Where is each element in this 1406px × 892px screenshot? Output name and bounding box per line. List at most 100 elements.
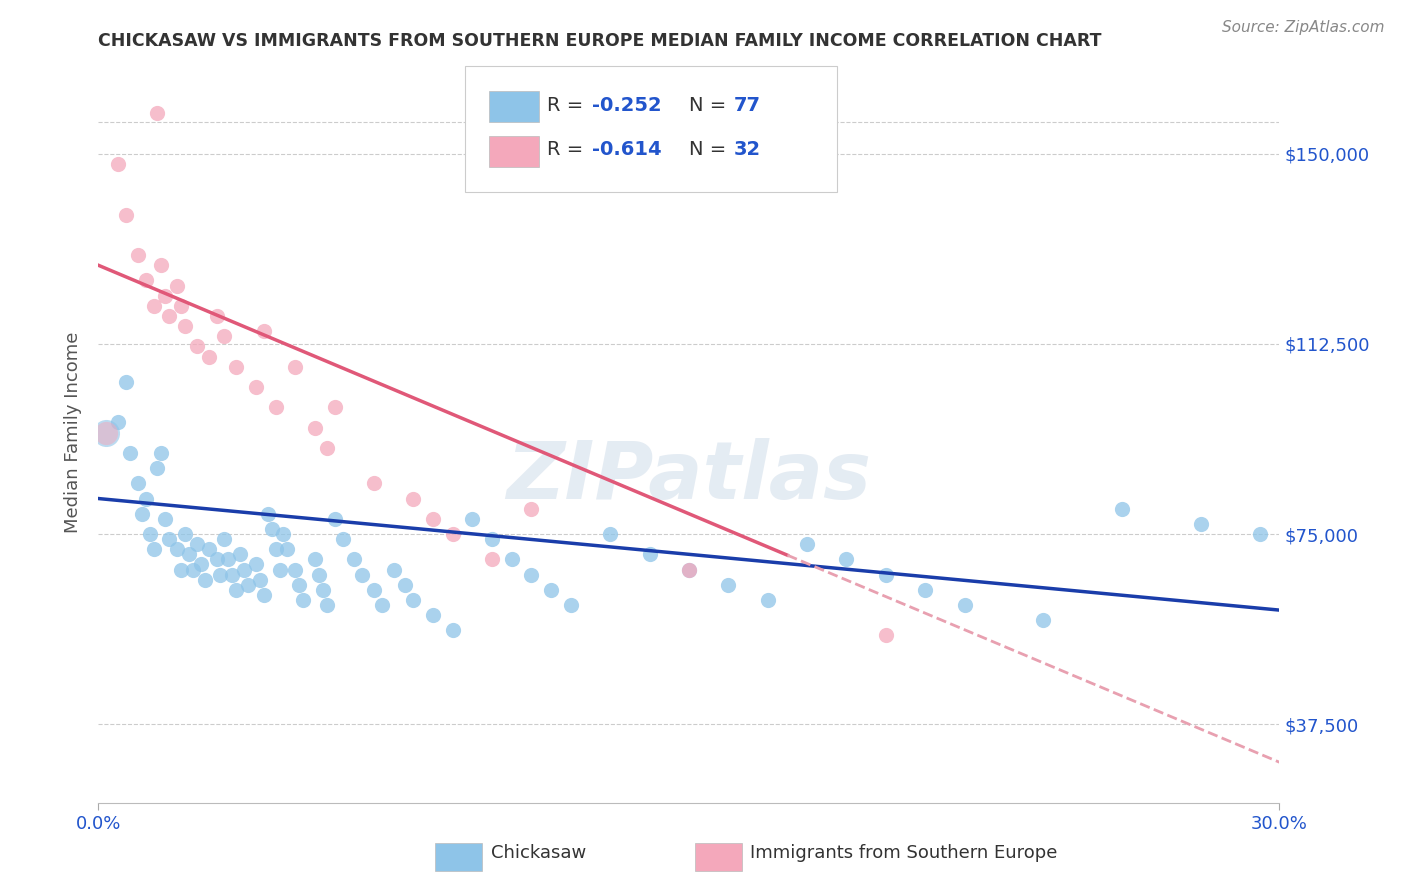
Text: Source: ZipAtlas.com: Source: ZipAtlas.com (1222, 20, 1385, 35)
Y-axis label: Median Family Income: Median Family Income (65, 332, 83, 533)
Point (157, 309, 180, 323)
Point (352, 567, 374, 582)
Point (150, 258, 173, 272)
Point (520, 567, 543, 582)
Point (115, 208, 138, 222)
Point (170, 562, 193, 576)
Point (155, 289, 177, 303)
Point (273, 527, 295, 541)
FancyBboxPatch shape (489, 91, 538, 122)
Point (678, 562, 700, 576)
Text: Immigrants from Southern Europe: Immigrants from Southern Europe (751, 844, 1057, 863)
Point (127, 248, 149, 262)
Text: R =: R = (547, 140, 589, 160)
Point (225, 359, 247, 374)
Point (835, 552, 858, 566)
Point (402, 491, 425, 506)
Point (276, 542, 298, 557)
Point (190, 558, 212, 572)
Point (138, 527, 160, 541)
Point (520, 501, 543, 516)
Point (312, 582, 335, 597)
Point (678, 562, 700, 576)
Point (599, 527, 621, 541)
Point (155, 512, 177, 526)
Point (146, 106, 169, 120)
Point (323, 401, 346, 415)
Point (343, 552, 366, 566)
Point (422, 512, 444, 526)
Point (142, 299, 165, 313)
Point (107, 416, 129, 430)
FancyBboxPatch shape (695, 843, 742, 871)
FancyBboxPatch shape (434, 843, 482, 871)
Point (363, 582, 385, 597)
Point (214, 329, 236, 343)
Point (229, 547, 252, 561)
Point (756, 593, 779, 607)
Text: -0.252: -0.252 (592, 95, 662, 115)
Point (174, 319, 197, 334)
Point (1249, 527, 1271, 541)
Text: 32: 32 (734, 140, 761, 160)
Point (205, 309, 228, 323)
Point (157, 532, 180, 546)
Text: Chickasaw: Chickasaw (491, 844, 586, 863)
Point (638, 547, 661, 561)
Point (796, 537, 818, 551)
Point (245, 380, 267, 394)
Point (284, 359, 307, 374)
Point (236, 578, 259, 592)
Point (245, 558, 267, 572)
Point (166, 278, 188, 293)
Point (1189, 516, 1212, 531)
Point (461, 512, 484, 526)
Point (186, 339, 208, 353)
Point (717, 578, 740, 592)
Point (197, 350, 219, 364)
Point (308, 567, 330, 582)
Point (253, 324, 276, 338)
Point (181, 562, 204, 576)
Point (264, 401, 287, 415)
Point (253, 588, 276, 602)
Point (209, 567, 232, 582)
Point (481, 552, 503, 566)
Point (875, 628, 897, 642)
Point (1032, 613, 1054, 627)
Point (225, 582, 247, 597)
Text: N =: N = (689, 140, 733, 160)
FancyBboxPatch shape (489, 136, 538, 167)
Point (131, 507, 153, 521)
Point (166, 542, 188, 557)
Point (284, 562, 307, 576)
Point (194, 573, 217, 587)
Point (146, 461, 169, 475)
Point (481, 532, 503, 546)
Text: 77: 77 (734, 95, 761, 115)
Point (221, 567, 243, 582)
Point (127, 476, 149, 491)
Point (177, 547, 200, 561)
Point (953, 598, 976, 612)
Text: N =: N = (689, 95, 733, 115)
Point (315, 441, 337, 455)
Point (150, 446, 173, 460)
Point (233, 562, 256, 576)
Point (249, 573, 271, 587)
Point (118, 446, 141, 460)
Point (1111, 501, 1133, 516)
Point (363, 476, 385, 491)
FancyBboxPatch shape (464, 66, 837, 192)
Point (142, 542, 165, 557)
Point (205, 552, 228, 566)
Text: -0.614: -0.614 (592, 140, 662, 160)
Point (96, 425, 118, 440)
Point (441, 527, 464, 541)
Point (914, 582, 936, 597)
Point (107, 157, 129, 171)
Point (332, 532, 354, 546)
Point (501, 552, 523, 566)
Point (288, 578, 311, 592)
Text: R =: R = (547, 95, 589, 115)
